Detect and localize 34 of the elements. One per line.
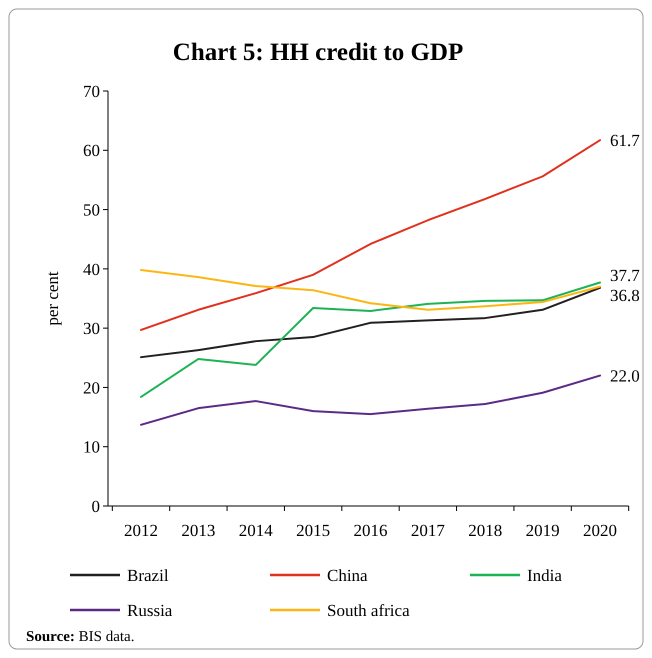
data-label: 36.8 xyxy=(610,286,640,306)
y-tick-label: 60 xyxy=(83,141,100,160)
x-tick-label: 2016 xyxy=(354,521,388,540)
x-tick-label: 2014 xyxy=(238,521,274,540)
legend-label: South africa xyxy=(327,600,410,620)
line-series xyxy=(140,139,601,331)
line-series xyxy=(140,281,601,398)
legend-label: India xyxy=(527,566,562,585)
y-tick-label: 50 xyxy=(83,200,100,220)
y-tick-label: 70 xyxy=(83,82,100,101)
line-series xyxy=(140,286,601,358)
y-tick-label: 10 xyxy=(83,438,100,457)
legend-label: China xyxy=(327,566,368,585)
chart-title: Chart 5: HH credit to GDP xyxy=(172,39,464,66)
data-label: 61.7 xyxy=(610,131,640,150)
y-tick-label: 30 xyxy=(83,319,100,338)
legend-label: Brazil xyxy=(127,566,169,585)
x-tick-label: 2015 xyxy=(296,521,330,540)
y-tick-label: 20 xyxy=(83,378,100,398)
legend-label: Russia xyxy=(127,600,173,620)
x-tick-label: 2018 xyxy=(468,521,502,540)
x-tick-label: 2017 xyxy=(410,521,446,540)
x-tick-label: 2012 xyxy=(124,521,158,540)
x-tick-label: 2020 xyxy=(583,521,617,540)
data-label: 22.0 xyxy=(610,366,640,386)
y-tick-label: 40 xyxy=(83,260,100,279)
y-tick-label: 0 xyxy=(92,496,100,516)
line-series xyxy=(140,269,601,311)
y-axis-title: per cent xyxy=(43,271,62,326)
x-tick-label: 2013 xyxy=(181,521,216,540)
x-tick-label: 2019 xyxy=(526,521,560,540)
data-label: 37.7 xyxy=(610,266,640,286)
source-note: Source: BIS data. xyxy=(26,629,134,645)
line-series xyxy=(140,374,601,426)
